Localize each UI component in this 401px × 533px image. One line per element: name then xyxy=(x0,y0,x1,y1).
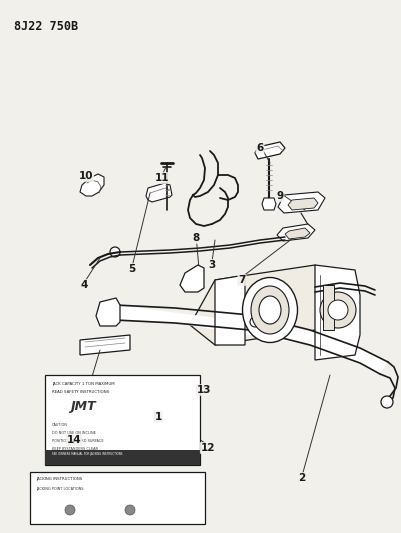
Text: 8: 8 xyxy=(192,233,200,243)
Text: 4: 4 xyxy=(80,280,88,290)
Text: DO NOT USE ON INCLINE: DO NOT USE ON INCLINE xyxy=(52,431,96,435)
Polygon shape xyxy=(190,265,340,345)
Ellipse shape xyxy=(243,278,298,343)
Text: CAUTION: CAUTION xyxy=(52,423,68,427)
Polygon shape xyxy=(262,198,276,210)
Polygon shape xyxy=(80,335,130,355)
Text: 6: 6 xyxy=(256,143,263,153)
Text: JACK CAPACITY 1 TON MAXIMUM: JACK CAPACITY 1 TON MAXIMUM xyxy=(52,382,115,386)
Text: 3: 3 xyxy=(209,260,216,270)
Text: JACKING POINT LOCATIONS: JACKING POINT LOCATIONS xyxy=(36,487,83,491)
Circle shape xyxy=(328,300,348,320)
Circle shape xyxy=(250,317,260,327)
Text: 5: 5 xyxy=(128,264,136,274)
Polygon shape xyxy=(288,198,318,210)
Polygon shape xyxy=(45,450,200,465)
Polygon shape xyxy=(215,275,245,345)
Text: 10: 10 xyxy=(79,171,93,181)
Polygon shape xyxy=(277,224,315,241)
Polygon shape xyxy=(116,305,388,374)
Text: 8J22 750B: 8J22 750B xyxy=(14,20,78,33)
Polygon shape xyxy=(278,192,325,213)
Circle shape xyxy=(125,505,135,515)
Polygon shape xyxy=(146,183,172,202)
Polygon shape xyxy=(180,265,204,292)
Text: 9: 9 xyxy=(276,191,284,201)
Circle shape xyxy=(65,505,75,515)
Text: 13: 13 xyxy=(197,385,211,395)
Text: 2: 2 xyxy=(298,473,306,483)
Text: 11: 11 xyxy=(155,173,169,183)
Circle shape xyxy=(110,247,120,257)
Polygon shape xyxy=(285,228,310,239)
Text: 12: 12 xyxy=(201,443,215,453)
Text: JACKING INSTRUCTIONS: JACKING INSTRUCTIONS xyxy=(36,477,82,481)
Ellipse shape xyxy=(259,296,281,324)
FancyBboxPatch shape xyxy=(45,375,200,465)
Text: 7: 7 xyxy=(238,275,246,285)
Text: JMT: JMT xyxy=(70,400,95,413)
FancyBboxPatch shape xyxy=(30,472,205,524)
Circle shape xyxy=(320,292,356,328)
Text: READ SAFETY INSTRUCTIONS: READ SAFETY INSTRUCTIONS xyxy=(52,390,109,394)
Text: KEEP BYSTANDERS CLEAR: KEEP BYSTANDERS CLEAR xyxy=(52,447,98,451)
Text: 1: 1 xyxy=(154,412,162,422)
Polygon shape xyxy=(323,285,334,330)
Circle shape xyxy=(381,396,393,408)
Polygon shape xyxy=(255,142,285,159)
Text: SEE OWNERS MANUAL FOR JACKING INSTRUCTIONS: SEE OWNERS MANUAL FOR JACKING INSTRUCTIO… xyxy=(52,452,122,456)
Text: POSITION ON HARD SURFACE: POSITION ON HARD SURFACE xyxy=(52,439,103,443)
Polygon shape xyxy=(96,298,120,326)
Polygon shape xyxy=(80,174,104,196)
Ellipse shape xyxy=(251,286,289,334)
Polygon shape xyxy=(315,265,360,360)
Text: 14: 14 xyxy=(67,435,81,445)
